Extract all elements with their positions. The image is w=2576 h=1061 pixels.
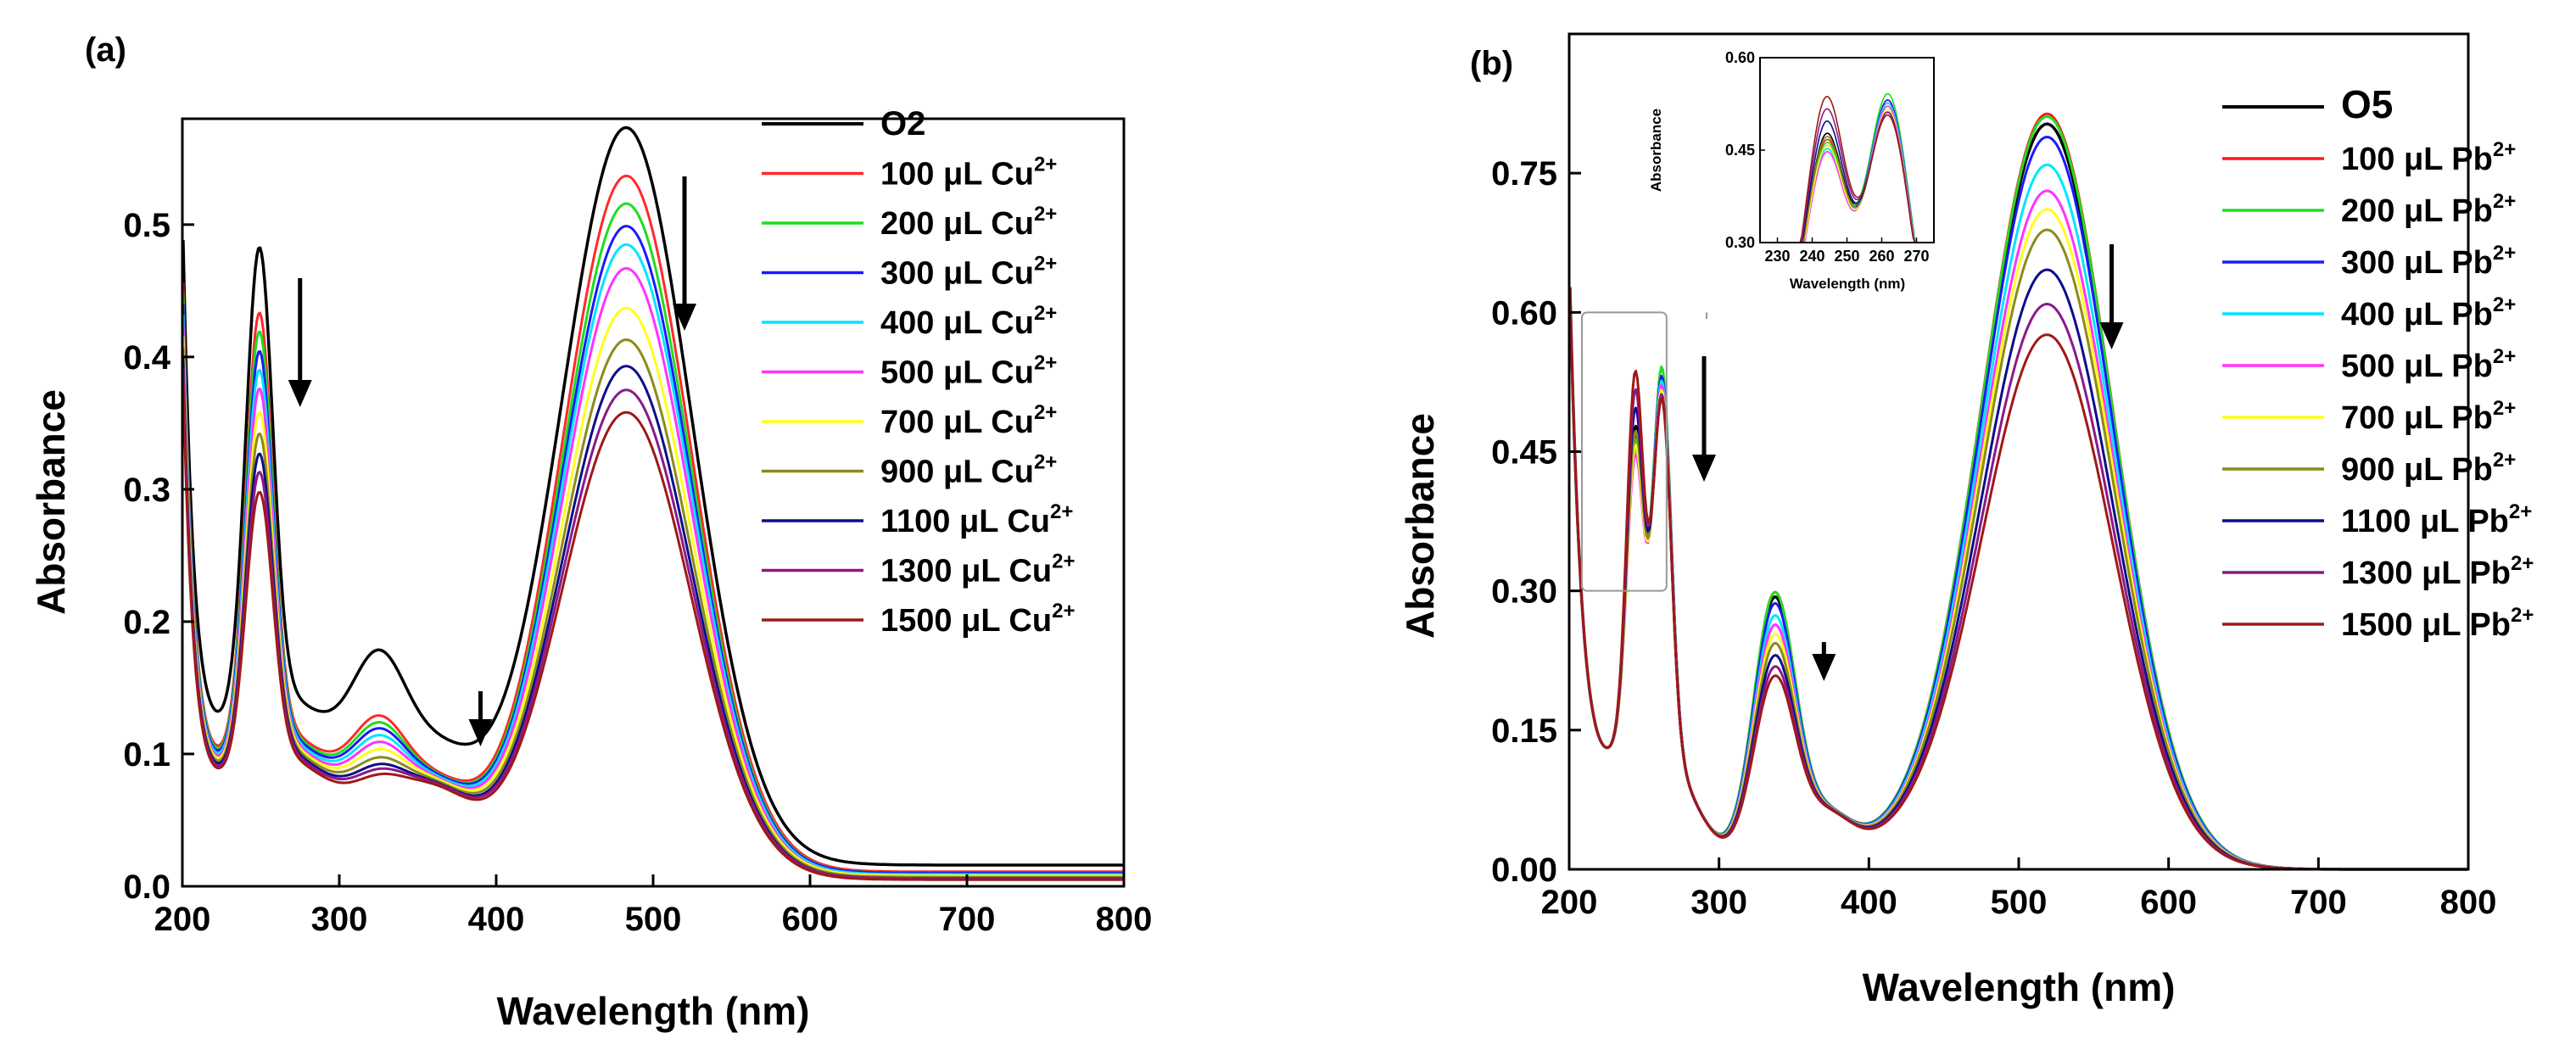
inset-y-tick-label: 0.45 [1725,142,1755,159]
inset-axis-ticks: 230 240 250 260 270 0.30 0.45 0.60 [1725,49,1930,265]
x-tick-label: 600 [2140,884,2197,921]
y-axis-label-a: Absorbance [29,389,73,615]
legend-label-200: 200 μL Pb2+ [2341,190,2516,229]
legend-label-1100: 1100 μL Pb2+ [2341,500,2532,539]
legend-label-1100: 1100 μL Cu2+ [880,500,1073,539]
legend-label-O2: O2 [880,105,925,142]
arrow-head [288,380,312,407]
spectrum-line-700 [1568,208,2468,871]
inset-y-axis-label: Absorbance [1648,109,1664,192]
legend-label-500: 500 μL Cu2+ [880,352,1057,391]
spectrum-line-300 [182,225,1124,874]
zoom-box-b [1581,311,1707,592]
inset-line-200 [1760,92,1934,243]
spectrum-line-500 [1568,189,2468,871]
axis-ticks-b: 200 300 400 500 600 700 800 0.00 0.15 0.30 0.45 0.6… [1491,155,2496,921]
spectrum-line-O5 [1568,122,2468,871]
arrow-head [673,304,696,331]
x-tick-label: 700 [939,901,996,938]
x-tick-label: 600 [782,901,839,938]
x-tick-label: 700 [2290,884,2347,921]
legend-label-100: 100 μL Cu2+ [880,154,1057,193]
legend-label-1300: 1300 μL Pb2+ [2341,552,2534,591]
y-tick-label: 0.75 [1491,155,1557,193]
panel-label-a: (a) [85,31,126,69]
y-axis-label-b: Absorbance [1398,413,1442,639]
spectra-group-b [1568,112,2468,871]
chart-panel-a: (a) 200 300 400 500 600 700 800 0.0 0.1 0.2 0.3 0.4… [29,31,1152,1033]
legend-b: O5 100 μL Pb2+ 200 μL Pb2+ 300 μL Pb2+ 400 μ… [2222,82,2534,643]
x-tick-label: 800 [1096,901,1153,938]
inset-x-tick-label: 270 [1903,248,1929,265]
zoom-rectangle [1581,311,1668,592]
y-tick-label: 0.00 [1491,852,1557,889]
inset-line-1300 [1760,108,1934,243]
arrow-head [2099,322,2124,349]
x-tick-label: 800 [2440,884,2497,921]
chart-panel-b: (b) 200 300 400 500 600 700 800 0.00 0.15 0.30 0.4… [1398,32,2534,1009]
arrow-head [1812,654,1836,681]
legend-label-300: 300 μL Cu2+ [880,253,1057,292]
arrows-a [288,176,696,746]
legend-a: O2 100 μL Cu2+ 200 μL Cu2+ 300 μL Cu2+ 400 μ… [762,105,1075,639]
y-tick-label: 0.60 [1491,294,1557,332]
inset-x-tick-label: 230 [1764,248,1790,265]
spectrum-line-100 [182,174,1124,874]
inset-chart-b: 230 240 250 260 270 0.30 0.45 0.60 Wavelength (… [1648,49,1935,292]
legend-label-1500: 1500 μL Pb2+ [2341,604,2534,643]
arrows-b [1692,244,2124,681]
x-axis-label-b: Wavelength (nm) [1863,965,2176,1009]
legend-label-500: 500 μL Pb2+ [2341,345,2516,384]
axis-ticks-a: 200 300 400 500 600 700 800 0.0 0.1 0.2 0.3 0.4 0.5 [123,207,1152,938]
x-tick-label: 400 [1841,884,1897,921]
legend-label-1500: 1500 μL Cu2+ [880,600,1075,639]
inset-line-500 [1760,105,1934,243]
inset-frame [1759,57,1935,243]
y-tick-label: 0.1 [123,736,170,773]
legend-label-100: 100 μL Pb2+ [2341,138,2516,177]
arrow-head [1692,455,1716,482]
y-tick-label: 0.2 [123,604,170,641]
x-tick-label: 300 [1690,884,1747,921]
y-tick-label: 0.4 [123,339,170,377]
legend-label-200: 200 μL Cu2+ [880,203,1057,242]
x-axis-label-a: Wavelength (nm) [497,989,810,1033]
x-tick-label: 500 [1991,884,2048,921]
y-tick-label: 0.15 [1491,712,1557,750]
y-tick-label: 0.3 [123,472,170,509]
inset-x-tick-label: 240 [1799,248,1824,265]
spectrum-line-700 [182,306,1124,877]
x-tick-label: 400 [468,901,525,938]
inset-y-tick-label: 0.30 [1725,234,1755,251]
y-tick-label: 0.5 [123,207,170,244]
legend-label-900: 900 μL Pb2+ [2341,449,2516,488]
arrow-head [468,719,493,746]
inset-y-tick-label: 0.60 [1725,49,1755,66]
inset-x-axis-label: Wavelength (nm) [1790,276,1905,292]
inset-x-tick-label: 250 [1834,248,1859,265]
panel-label-b: (b) [1470,45,1513,82]
y-tick-label: 0.45 [1491,434,1557,472]
legend-label-700: 700 μL Cu2+ [880,401,1057,440]
inset-line-1500 [1760,96,1934,243]
x-tick-label: 500 [625,901,682,938]
legend-label-300: 300 μL Pb2+ [2341,242,2516,281]
legend-label-400: 400 μL Cu2+ [880,302,1057,341]
x-tick-label: 200 [1541,884,1598,921]
y-tick-label: 0.0 [123,868,170,906]
legend-label-900: 900 μL Cu2+ [880,451,1057,490]
x-tick-label: 200 [154,901,211,938]
legend-label-O5: O5 [2341,82,2393,126]
legend-label-700: 700 μL Pb2+ [2341,397,2516,436]
x-tick-label: 300 [311,901,368,938]
y-tick-label: 0.30 [1491,573,1557,611]
legend-label-1300: 1300 μL Cu2+ [880,550,1075,589]
legend-label-400: 400 μL Pb2+ [2341,293,2516,332]
inset-spectra [1760,92,1934,243]
spectrum-line-O2 [182,126,1124,867]
inset-x-tick-label: 260 [1869,248,1894,265]
